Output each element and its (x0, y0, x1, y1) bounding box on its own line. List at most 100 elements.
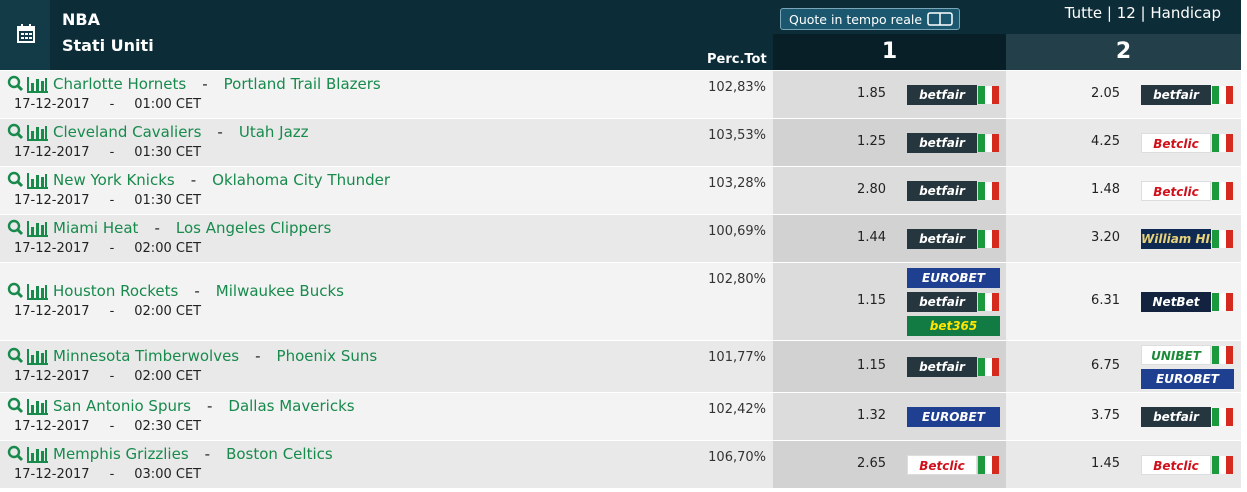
flag-stripe (992, 456, 999, 474)
bookmaker-logo[interactable]: betfair (1141, 85, 1234, 105)
home-team[interactable]: Minnesota Timberwolves (53, 347, 240, 365)
search-stats-icons[interactable] (7, 282, 51, 300)
perc-header: Perc.Tot (707, 52, 767, 67)
odd-value[interactable]: 4.25 (1091, 134, 1120, 149)
search-stats-icons[interactable] (7, 219, 51, 237)
bookmaker-logo[interactable]: Betclic (1141, 133, 1234, 153)
match-row[interactable]: Houston Rockets - Milwaukee Bucks 17-12-201… (0, 263, 1241, 341)
match-icons[interactable] (7, 75, 51, 97)
search-stats-icons[interactable] (7, 397, 51, 415)
match-row[interactable]: San Antonio Spurs - Dallas Mavericks 17-12-… (0, 393, 1241, 441)
home-team[interactable]: Memphis Grizzlies (53, 445, 189, 463)
bookmaker-logo[interactable]: betfair (907, 229, 1000, 249)
bookmaker-logo[interactable]: betfair (907, 357, 1000, 377)
bookmaker-logo[interactable]: EUROBET (907, 407, 1000, 427)
odd-value[interactable]: 3.20 (1091, 230, 1120, 245)
date-line: 17-12-2017 - 03:00 CET (14, 467, 201, 482)
search-stats-icons[interactable] (7, 75, 51, 93)
odd-value[interactable]: 1.44 (857, 230, 886, 245)
away-team[interactable]: Dallas Mavericks (228, 397, 355, 415)
bookmaker-logo[interactable]: William HILL (1141, 229, 1234, 249)
flag-stripe (985, 134, 992, 152)
match-row[interactable]: Charlotte Hornets - Portland Trail Blazers… (0, 71, 1241, 119)
bookmaker-logo[interactable]: Betclic (1141, 455, 1234, 475)
match-row[interactable]: Miami Heat - Los Angeles Clippers 17-12-201… (0, 215, 1241, 263)
search-stats-icons[interactable] (7, 347, 51, 365)
match-icons[interactable] (7, 397, 51, 419)
bookmaker-logo[interactable]: Betclic (1141, 181, 1234, 201)
away-team[interactable]: Los Angeles Clippers (175, 219, 332, 237)
away-team[interactable]: Milwaukee Bucks (215, 282, 344, 300)
match-icons[interactable] (7, 445, 51, 467)
payout-percentage: 102,80% (708, 272, 766, 287)
odd-value[interactable]: 1.15 (857, 293, 886, 308)
search-stats-icons[interactable] (7, 445, 51, 463)
bookmaker-logo[interactable]: betfair (907, 133, 1000, 153)
bookmaker-logo[interactable]: EUROBET (1141, 369, 1234, 389)
bookmaker-logo[interactable]: betfair (907, 292, 1000, 312)
flag-stripe (985, 293, 992, 311)
teams-line: Charlotte Hornets - Portland Trail Blazers (53, 75, 381, 93)
date-line: 17-12-2017 - 02:00 CET (14, 369, 201, 384)
bookmaker-logo[interactable]: bet365 (907, 316, 1000, 336)
match-row[interactable]: Memphis Grizzlies - Boston Celtics 17-12-20… (0, 441, 1241, 489)
home-team[interactable]: Miami Heat (53, 219, 139, 237)
bookmaker-logo[interactable]: Betclic (907, 455, 1000, 475)
away-team[interactable]: Oklahoma City Thunder (212, 171, 391, 189)
odd-value[interactable]: 1.25 (857, 134, 886, 149)
separator: - (109, 97, 115, 112)
teams-line: Minnesota Timberwolves - Phoenix Suns (53, 347, 377, 365)
odd-value[interactable]: 3.75 (1091, 408, 1120, 423)
bookmaker-logo[interactable]: EUROBET (907, 268, 1000, 288)
home-team[interactable]: Houston Rockets (53, 282, 179, 300)
bookmaker-logo[interactable]: betfair (907, 181, 1000, 201)
bookmaker-logo[interactable]: UNIBET (1141, 345, 1234, 365)
bookmaker-logo[interactable]: betfair (907, 85, 1000, 105)
match-row[interactable]: Minnesota Timberwolves - Phoenix Suns 17-12… (0, 341, 1241, 393)
away-team[interactable]: Phoenix Suns (276, 347, 378, 365)
flag-stripe (1226, 456, 1233, 474)
odd-value[interactable]: 1.45 (1091, 456, 1120, 471)
away-team[interactable]: Portland Trail Blazers (223, 75, 381, 93)
home-team[interactable]: San Antonio Spurs (53, 397, 191, 415)
bookmaker-list: betfair (1141, 85, 1234, 105)
odd-value[interactable]: 6.31 (1091, 293, 1120, 308)
bookmaker-name: Betclic (1141, 181, 1211, 201)
odd-value[interactable]: 1.48 (1091, 182, 1120, 197)
match-row[interactable]: New York Knicks - Oklahoma City Thunder 17-… (0, 167, 1241, 215)
odd-value[interactable]: 2.80 (857, 182, 886, 197)
search-stats-icons[interactable] (7, 171, 51, 189)
odd-value[interactable]: 1.32 (857, 408, 886, 423)
flag-it (1212, 408, 1233, 426)
flag-stripe (978, 86, 985, 104)
separator: - (109, 369, 115, 384)
away-team[interactable]: Utah Jazz (238, 123, 309, 141)
match-icons[interactable] (7, 347, 51, 369)
live-button[interactable]: Quote in tempo reale (780, 8, 960, 30)
match-icons[interactable] (7, 171, 51, 193)
bookmaker-logo[interactable]: NetBet (1141, 292, 1234, 312)
match-icons[interactable] (7, 123, 51, 145)
match-icons[interactable] (7, 219, 51, 241)
separator: - (109, 419, 115, 434)
match-row[interactable]: Cleveland Cavaliers - Utah Jazz 17-12-2017-… (0, 119, 1241, 167)
flag-stripe (985, 86, 992, 104)
bookmaker-list: betfair (907, 181, 1000, 201)
bookmaker-logo[interactable]: betfair (1141, 407, 1234, 427)
home-team[interactable]: Charlotte Hornets (53, 75, 187, 93)
calendar-icon (0, 0, 50, 70)
odd-value[interactable]: 6.75 (1091, 358, 1120, 373)
odd-value[interactable]: 1.85 (857, 86, 886, 101)
odd-value[interactable]: 2.05 (1091, 86, 1120, 101)
odd-value[interactable]: 1.15 (857, 358, 886, 373)
odd-value[interactable]: 2.65 (857, 456, 886, 471)
flag-stripe (1212, 293, 1219, 311)
away-team[interactable]: Boston Celtics (226, 445, 333, 463)
home-team[interactable]: New York Knicks (53, 171, 175, 189)
match-icons[interactable] (7, 282, 51, 304)
separator: - (217, 123, 223, 141)
search-stats-icons[interactable] (7, 123, 51, 141)
market-filters[interactable]: Tutte | 12 | Handicap (1064, 4, 1221, 22)
home-team[interactable]: Cleveland Cavaliers (53, 123, 202, 141)
